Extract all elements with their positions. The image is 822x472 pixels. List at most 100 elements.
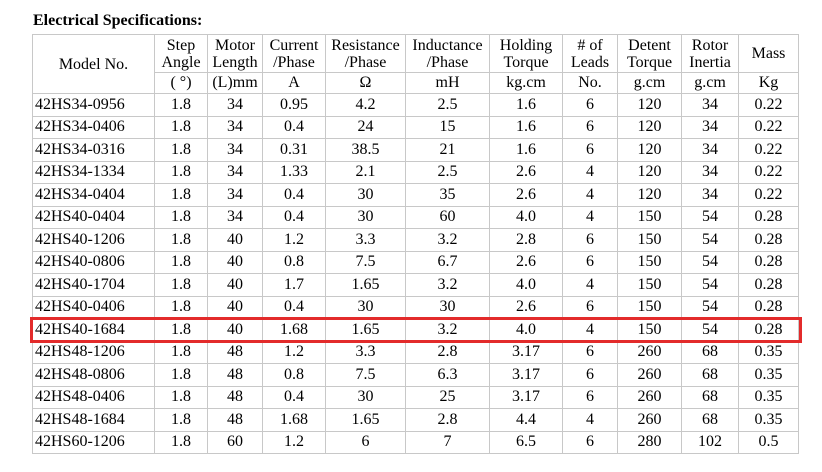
cell-resistance: 3.3 [325,340,406,364]
cell-detent-torque: 120 [617,183,682,207]
cell-model-no: 42HS48-1206 [32,340,155,364]
cell-motor-length: 48 [207,363,263,387]
header-step-angle: Step Angle [154,34,208,73]
cell-current: 0.8 [262,250,326,274]
cell-model-no: 42HS34-0316 [32,138,155,162]
unit-rotor-inertia: g.cm [681,72,739,94]
cell-current: 1.2 [262,228,326,252]
cell-model-no: 42HS40-1704 [32,273,155,297]
cell-motor-length: 34 [207,93,263,117]
cell-detent-torque: 150 [617,205,682,229]
cell-rotor-inertia: 54 [681,318,739,342]
cell-current: 0.31 [262,138,326,162]
cell-motor-length: 40 [207,250,263,274]
section-title: Electrical Specifications: [33,12,203,29]
cell-holding-torque: 4.0 [489,318,563,342]
cell-motor-length: 60 [207,430,263,454]
cell-rotor-inertia: 102 [681,430,739,454]
cell-detent-torque: 260 [617,363,682,387]
cell-rotor-inertia: 54 [681,228,739,252]
cell-inductance: 3.2 [405,228,490,252]
cell-current: 0.4 [262,295,326,319]
cell-resistance: 30 [325,295,406,319]
table-row: 42HS48-0806 1.8 48 0.8 7.5 6.3 3.17 6 260 68 0.35 [32,363,799,387]
cell-detent-torque: 120 [617,160,682,184]
cell-motor-length: 34 [207,160,263,184]
unit-current: A [262,72,326,94]
cell-rotor-inertia: 54 [681,295,739,319]
unit-inductance: mH [405,72,490,94]
cell-resistance: 30 [325,183,406,207]
cell-step-angle: 1.8 [154,250,208,274]
cell-leads: 6 [562,250,618,274]
cell-mass: 0.28 [738,295,799,319]
cell-inductance: 2.5 [405,160,490,184]
header-number-of-leads: # of Leads [562,34,618,73]
cell-step-angle: 1.8 [154,408,208,432]
cell-leads: 4 [562,273,618,297]
cell-leads: 6 [562,430,618,454]
cell-model-no: 42HS48-0806 [32,363,155,387]
header-resistance-phase: Resistance/Phase [325,34,406,73]
cell-rotor-inertia: 68 [681,363,739,387]
table-row-highlighted: 42HS40-1684 1.8 40 1.68 1.65 3.2 4.0 4 150 54 0.28 [32,318,799,342]
unit-detent-torque: g.cm [617,72,682,94]
header-model-no: Model No. [32,34,155,94]
cell-mass: 0.28 [738,228,799,252]
cell-detent-torque: 120 [617,93,682,117]
cell-holding-torque: 1.6 [489,115,563,139]
cell-current: 0.4 [262,205,326,229]
cell-rotor-inertia: 54 [681,273,739,297]
cell-holding-torque: 3.17 [489,340,563,364]
cell-mass: 0.22 [738,138,799,162]
cell-step-angle: 1.8 [154,205,208,229]
unit-holding-torque: kg.cm [489,72,563,94]
cell-holding-torque: 4.4 [489,408,563,432]
cell-leads: 6 [562,295,618,319]
cell-model-no: 42HS40-0404 [32,205,155,229]
cell-rotor-inertia: 68 [681,340,739,364]
cell-inductance: 6.7 [405,250,490,274]
cell-inductance: 35 [405,183,490,207]
table-row: 42HS48-0406 1.8 48 0.4 30 25 3.17 6 260 68 0.35 [32,385,799,409]
cell-current: 1.33 [262,160,326,184]
cell-holding-torque: 2.6 [489,183,563,207]
cell-step-angle: 1.8 [154,115,208,139]
cell-current: 0.4 [262,115,326,139]
cell-rotor-inertia: 54 [681,205,739,229]
table-row: 42HS60-1206 1.8 60 1.2 6 7 6.5 6 280 102 0.5 [32,430,799,454]
cell-mass: 0.28 [738,273,799,297]
header-detent-torque: Detent Torque [617,34,682,73]
cell-leads: 6 [562,385,618,409]
cell-resistance: 38.5 [325,138,406,162]
cell-inductance: 6.3 [405,363,490,387]
cell-step-angle: 1.8 [154,318,208,342]
table-row: 42HS34-1334 1.8 34 1.33 2.1 2.5 2.6 4 120 34 0.22 [32,160,799,184]
cell-leads: 4 [562,318,618,342]
cell-model-no: 42HS34-1334 [32,160,155,184]
cell-mass: 0.35 [738,385,799,409]
table-row: 42HS40-0806 1.8 40 0.8 7.5 6.7 2.6 6 150 54 0.28 [32,250,799,274]
cell-step-angle: 1.8 [154,273,208,297]
cell-resistance: 2.1 [325,160,406,184]
cell-detent-torque: 280 [617,430,682,454]
cell-leads: 4 [562,408,618,432]
cell-leads: 4 [562,183,618,207]
cell-detent-torque: 150 [617,228,682,252]
cell-holding-torque: 4.0 [489,273,563,297]
cell-model-no: 42HS48-1684 [32,408,155,432]
cell-leads: 4 [562,160,618,184]
table-row: 42HS40-1206 1.8 40 1.2 3.3 3.2 2.8 6 150 54 0.28 [32,228,799,252]
cell-current: 0.4 [262,183,326,207]
cell-current: 0.8 [262,363,326,387]
cell-model-no: 42HS34-0956 [32,93,155,117]
cell-model-no: 42HS34-0406 [32,115,155,139]
cell-model-no: 42HS40-1206 [32,228,155,252]
cell-resistance: 1.65 [325,273,406,297]
cell-leads: 6 [562,93,618,117]
cell-detent-torque: 150 [617,295,682,319]
header-holding-torque: Holding Torque [489,34,563,73]
cell-inductance: 3.2 [405,273,490,297]
cell-step-angle: 1.8 [154,295,208,319]
cell-motor-length: 48 [207,340,263,364]
